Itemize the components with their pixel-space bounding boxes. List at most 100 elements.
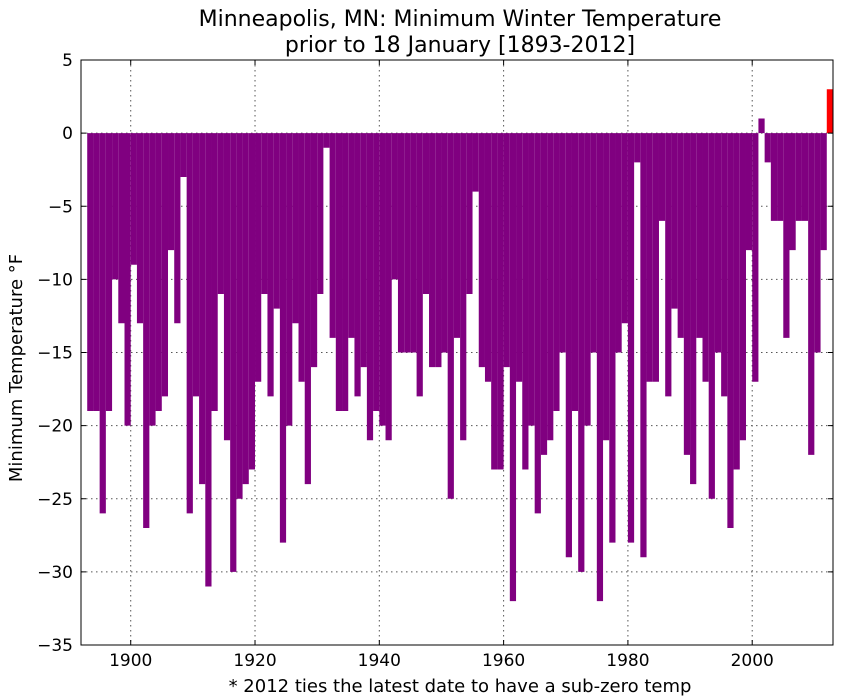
bar: [721, 133, 728, 397]
bar: [273, 133, 280, 309]
bar: [708, 133, 715, 499]
chart-subtitle: prior to 18 January [1893-2012]: [285, 33, 635, 58]
bar: [236, 133, 243, 499]
bar: [186, 133, 193, 514]
bar: [758, 118, 765, 134]
bar: [472, 133, 479, 192]
x-tick-label: 1940: [358, 651, 401, 671]
y-tick-label: −15: [37, 344, 73, 364]
bar: [658, 133, 666, 221]
bar: [460, 133, 467, 441]
bar: [397, 133, 405, 353]
bar: [621, 133, 628, 324]
bar: [733, 133, 740, 470]
bar: [497, 133, 504, 470]
bar: [522, 133, 529, 470]
bar: [590, 133, 597, 353]
bar: [789, 133, 796, 251]
bar: [640, 133, 647, 558]
bar: [441, 133, 448, 353]
bar: [820, 133, 827, 251]
bar: [677, 133, 684, 338]
bar: [404, 133, 411, 353]
bar: [242, 133, 249, 485]
bar: [814, 133, 821, 353]
bar: [516, 133, 523, 382]
bar: [248, 133, 256, 470]
bar: [99, 133, 106, 514]
bar: [416, 133, 423, 397]
bar: [335, 133, 343, 411]
bar: [596, 133, 604, 602]
x-tick-label: 1960: [482, 651, 525, 671]
bar: [379, 133, 386, 426]
bar: [292, 133, 299, 324]
bar: [149, 133, 156, 426]
bar: [571, 133, 579, 411]
bar: [646, 133, 653, 382]
bar: [199, 133, 206, 485]
bar: [267, 133, 274, 397]
bar: [584, 133, 591, 426]
y-tick-label: −10: [37, 270, 73, 290]
y-axis-label: Minimum Temperature °F: [6, 254, 27, 482]
bar: [453, 133, 461, 338]
bar: [826, 89, 833, 134]
bar: [192, 133, 200, 397]
bar: [143, 133, 150, 528]
x-axis-label: * 2012 ties the latest date to have a su…: [229, 676, 692, 697]
bar: [683, 133, 691, 455]
bar: [714, 133, 722, 353]
bar: [373, 133, 380, 411]
bar: [180, 133, 187, 177]
bar: [739, 133, 746, 441]
bar: [603, 133, 610, 441]
bar: [491, 133, 498, 470]
x-tick-label: 1920: [233, 651, 276, 671]
bar: [609, 133, 616, 543]
bar: [808, 133, 815, 455]
x-tick-label: 1900: [109, 651, 152, 671]
bar: [223, 133, 231, 441]
bar: [323, 133, 330, 148]
bar: [286, 133, 293, 426]
bar: [205, 133, 212, 587]
y-tick-label: −5: [48, 197, 73, 217]
chart-title: Minneapolis, MN: Minimum Winter Temperat…: [199, 7, 722, 32]
bar: [547, 133, 554, 441]
bar: [801, 133, 809, 221]
bar: [118, 133, 125, 324]
bar: [279, 133, 287, 543]
bar: [652, 133, 659, 382]
bar: [478, 133, 485, 368]
bar: [466, 133, 473, 294]
bar: [317, 133, 324, 294]
bar: [348, 133, 355, 338]
bar: [130, 133, 137, 265]
bar: [553, 133, 560, 411]
bar: [509, 133, 517, 602]
bar: [124, 133, 131, 426]
bar: [174, 133, 181, 324]
axis-ticks: 1900 1920 1940 1960 1980 2000 5 0 −5 −10 −15 −20 −25…: [37, 51, 833, 671]
bar: [298, 133, 305, 382]
bar: [366, 133, 374, 441]
bar: [777, 133, 784, 221]
bar: [391, 133, 398, 280]
y-tick-label: 0: [62, 124, 73, 144]
x-tick-label: 1980: [606, 651, 649, 671]
bar: [255, 133, 262, 382]
bar: [429, 133, 436, 368]
bar: [484, 133, 492, 382]
bar: [410, 133, 417, 353]
bar: [112, 133, 119, 280]
bar: [764, 133, 771, 163]
bar: [217, 133, 224, 294]
x-tick-label: 2000: [731, 651, 774, 671]
bar: [665, 133, 672, 397]
bar: [559, 133, 566, 353]
bar: [136, 133, 144, 324]
bar: [360, 133, 367, 368]
bar: [540, 133, 548, 455]
